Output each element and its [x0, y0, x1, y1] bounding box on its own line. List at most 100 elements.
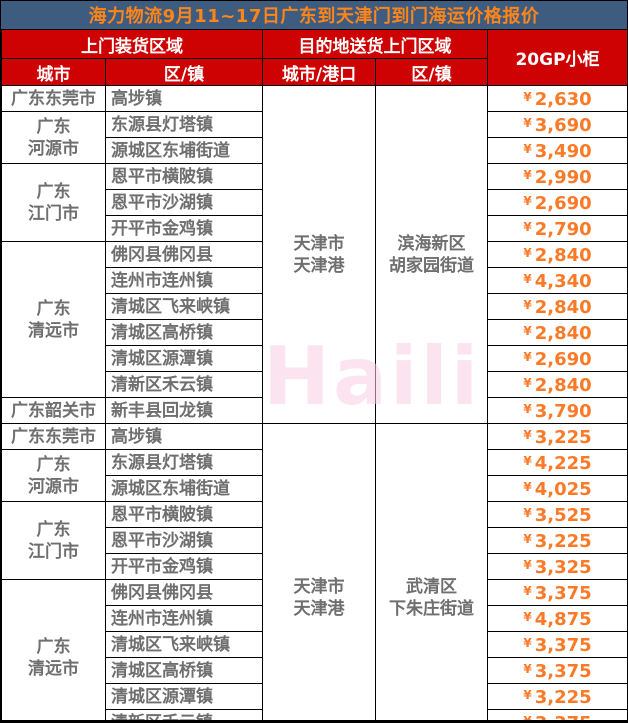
price-cell: ¥2,840: [487, 371, 627, 398]
city-cell: 广东 江门市: [1, 163, 106, 242]
price-cell: ¥2,690: [487, 345, 627, 372]
town-cell: 清新区禾云镇: [105, 371, 263, 398]
cell-line: 下朱庄街道: [389, 598, 474, 619]
city-cell: 广东 河源市: [1, 449, 106, 502]
city-cell: 广东 清远市: [1, 241, 106, 398]
cell-line: 广东东莞市: [11, 426, 96, 447]
price-table: 上门装货区域 目的地送货上门区域 20GP小柜 城市 区/镇 城市/港口 区/镇…: [1, 29, 628, 720]
currency-symbol: ¥: [523, 220, 532, 234]
price-cell: ¥2,990: [487, 163, 627, 190]
page-title: 海力物流9月11~17日广东到天津门到门海运价格报价: [88, 6, 540, 27]
cell-line: 胡家园街道: [389, 255, 474, 276]
price-amount: 2,840: [534, 297, 592, 318]
dest-district-cell: 滨海新区 胡家园街道: [375, 85, 488, 424]
town-cell: 开平市金鸡镇: [105, 215, 263, 242]
currency-symbol: ¥: [523, 194, 532, 208]
price-cell: ¥2,790: [487, 215, 627, 242]
table-row: 清城区高桥镇 ¥2,840: [2, 319, 627, 346]
price-cell: ¥4,875: [487, 605, 627, 632]
currency-symbol: ¥: [523, 428, 532, 442]
cell-line: 江门市: [28, 541, 79, 562]
price-cell: ¥3,225: [487, 423, 627, 450]
table-row: 广东 河源市 东源县灯塔镇 ¥4,225: [1, 449, 627, 502]
cell-line: 滨海新区: [397, 233, 466, 254]
table-row: 清城区飞来峡镇 ¥2,840: [2, 293, 627, 320]
col-header-dest-district: 区/镇: [375, 58, 488, 86]
price-cell: ¥3,225: [487, 683, 627, 710]
currency-symbol: ¥: [523, 506, 532, 520]
town-cell: 源城区东埔街道: [105, 475, 263, 502]
town-cell: 新丰县回龙镇: [105, 397, 263, 424]
cell-line: 广东韶关市: [11, 400, 96, 421]
price-amount: 2,690: [534, 349, 592, 370]
cell-line: 广东: [36, 116, 71, 137]
town-cell: 清城区飞来峡镇: [105, 293, 263, 320]
currency-symbol: ¥: [523, 298, 532, 312]
currency-symbol: ¥: [523, 558, 532, 572]
currency-symbol: ¥: [523, 168, 532, 182]
currency-symbol: ¥: [523, 688, 532, 702]
table-row: 清新区禾云镇 ¥3,375: [2, 709, 627, 720]
price-amount: 3,375: [534, 635, 592, 656]
header-group-row: 上门装货区域 目的地送货上门区域 20GP小柜: [1, 29, 627, 86]
cell-line: 清远市: [28, 320, 79, 341]
price-amount: 3,375: [535, 713, 592, 720]
price-cell: ¥4,025: [487, 475, 627, 502]
table-row: 广东 清远市 佛冈县佛冈县 ¥3,375: [1, 579, 627, 720]
city-cell: 广东 江门市: [1, 501, 106, 580]
price-amount: 3,225: [534, 427, 592, 448]
price-amount: 3,375: [534, 661, 592, 682]
cell-line: 河源市: [28, 476, 79, 497]
currency-symbol: ¥: [523, 90, 532, 104]
price-cell: ¥4,340: [487, 267, 627, 294]
table-row: 广东东莞市 高埗镇 天津市 天津港 滨海新区 胡家园街道 ¥2,630: [1, 85, 627, 424]
cell-line: 广东: [36, 454, 71, 475]
cell-line: 天津港: [293, 255, 345, 276]
currency-symbol: ¥: [523, 402, 532, 416]
col-header-city: 城市: [1, 58, 106, 86]
price-cell: ¥3,375: [487, 657, 627, 684]
price-cell: ¥2,840: [487, 293, 627, 320]
town-cell: 恩平市沙湖镇: [105, 189, 263, 216]
table-row: 开平市金鸡镇 ¥2,790: [2, 215, 627, 242]
price-amount: 2,790: [534, 219, 592, 240]
price-amount: 4,340: [534, 271, 592, 292]
price-amount: 2,840: [534, 323, 592, 344]
cell-line: 广东: [36, 181, 71, 202]
price-amount: 3,490: [534, 141, 592, 162]
currency-symbol: ¥: [523, 662, 532, 676]
table-row: 源城区东埔街道 ¥3,490: [2, 137, 627, 164]
table-row: 广东韶关市 新丰县回龙镇 ¥3,790: [1, 397, 627, 424]
cell-line: 江门市: [28, 203, 79, 224]
header-sub-row: 城市 区/镇 城市/港口 区/镇: [1, 58, 628, 86]
cell-line: 广东: [36, 519, 71, 540]
price-amount: 3,690: [534, 115, 592, 136]
currency-symbol: ¥: [523, 480, 532, 494]
town-cell: 清城区高桥镇: [105, 657, 263, 684]
city-cell: 广东东莞市: [1, 85, 106, 112]
currency-symbol: ¥: [523, 116, 532, 130]
price-amount: 4,025: [534, 479, 592, 500]
price-cell: ¥3,375: [487, 709, 627, 720]
town-cell: 开平市金鸡镇: [105, 553, 263, 580]
table-row: 清新区禾云镇 ¥2,840: [2, 371, 627, 398]
table-row: 清城区飞来峡镇 ¥3,375: [2, 631, 627, 658]
col-header-20gp: 20GP小柜: [487, 29, 627, 86]
col-header-district: 区/镇: [105, 58, 263, 86]
town-cell: 清城区源潭镇: [105, 345, 263, 372]
cell-line: 天津市: [293, 576, 345, 597]
currency-symbol: ¥: [523, 376, 532, 390]
price-amount: 3,325: [534, 557, 592, 578]
price-amount: 2,690: [534, 193, 592, 214]
table-row: 开平市金鸡镇 ¥3,325: [2, 553, 627, 580]
town-cell: 恩平市横陂镇: [105, 501, 263, 528]
town-cell: 恩平市沙湖镇: [105, 527, 263, 554]
city-cell: 广东 清远市: [1, 579, 106, 720]
cell-line: 武清区: [406, 576, 457, 597]
town-cell: 高埗镇: [105, 423, 263, 450]
town-cell: 恩平市横陂镇: [105, 163, 263, 190]
city-cell: 广东 河源市: [1, 111, 106, 164]
price-cell: ¥2,630: [487, 85, 627, 112]
price-amount: 3,790: [534, 401, 592, 422]
